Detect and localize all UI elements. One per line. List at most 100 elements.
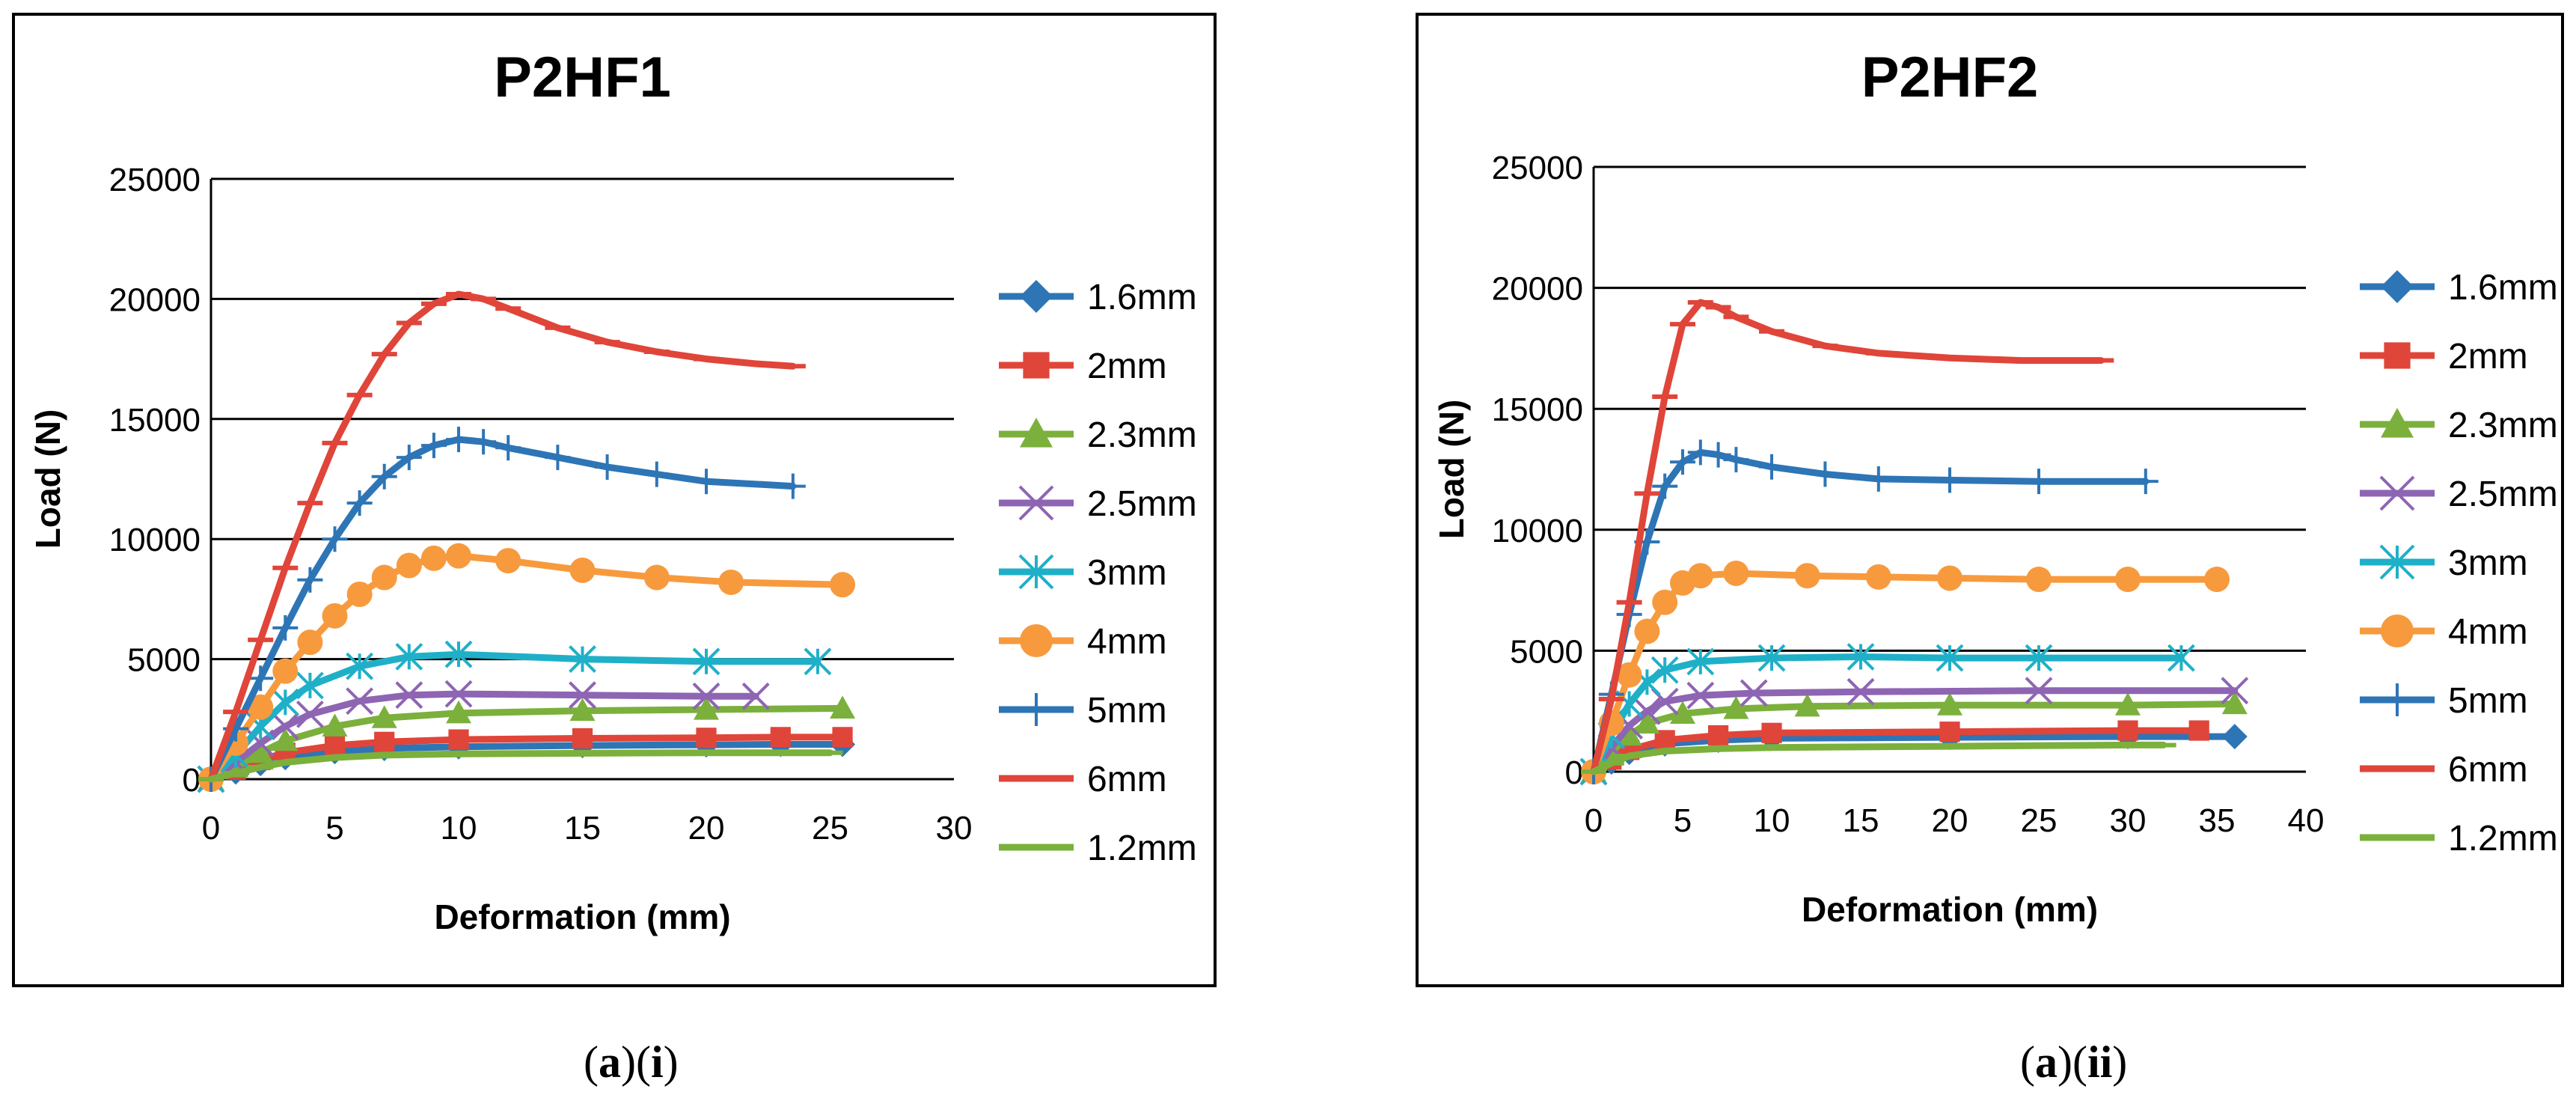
data-point-4mm-10 [1937, 565, 1962, 591]
data-point-5mm-6 [346, 490, 373, 516]
data-point-3mm-8 [1936, 644, 1964, 672]
data-point-2-3mm-6 [446, 700, 471, 724]
legend-item-2mm: 2mm [2360, 337, 2528, 376]
y-tick-label-10000: 10000 [109, 522, 201, 558]
data-point-2-3mm-5 [1723, 695, 1749, 719]
data-point-2-3mm-6 [1794, 693, 1820, 717]
x-tick-label-40: 40 [2288, 802, 2325, 839]
legend-item-4mm: 4mm [999, 622, 1167, 662]
x-axis-title: Deformation (mm) [434, 897, 730, 936]
y-tick-label-5000: 5000 [127, 642, 201, 679]
data-point-4mm-2 [1616, 662, 1642, 688]
x-axis-title: Deformation (mm) [1802, 890, 2098, 929]
data-point-2-5mm-6 [395, 681, 423, 710]
x-tick-label-5: 5 [1674, 802, 1692, 839]
series-6mm [1581, 299, 2114, 775]
data-point-4mm-3 [1634, 618, 1660, 644]
data-point-2-5mm-10 [741, 682, 770, 710]
chart-p2hf2: P2HF2 0 5000 10000 15000 20000 25000 0 5 10 15 20 25… [1432, 46, 2558, 929]
data-point-5mm-5 [1670, 449, 1695, 475]
x-tick-label-10: 10 [1754, 802, 1790, 839]
legend-label-4mm: 4mm [1087, 622, 1167, 662]
data-point-2mm-8 [696, 728, 717, 748]
data-point-3mm-8 [569, 645, 596, 674]
legend-item-1-2mm: 1.2mm [2360, 819, 2558, 859]
legend-label-2mm: 2mm [2448, 337, 2528, 376]
data-point-2mm-9 [770, 727, 791, 748]
series-line-2-3mm [207, 704, 846, 783]
data-point-3mm-9 [692, 647, 721, 676]
legend-item-3mm: 3mm [999, 553, 1167, 593]
data-point-2-3mm-4 [322, 713, 348, 737]
legend-label-2-5mm: 2.5mm [1087, 484, 1197, 524]
series-line-4mm [207, 552, 846, 783]
data-point-5mm-11 [1865, 466, 1891, 492]
legend-marker-1-6mm [1020, 280, 1053, 313]
data-point-5mm-10 [446, 427, 471, 453]
data-point-4mm-9 [420, 545, 447, 571]
legend-marker-5mm [1020, 693, 1053, 726]
data-point-5mm-8 [396, 445, 422, 471]
data-point-4mm-14 [718, 569, 744, 595]
legend-label-6mm: 6mm [2448, 750, 2528, 790]
legend-marker-3mm [1018, 554, 1054, 590]
data-point-5mm-7 [1705, 442, 1731, 468]
legend-marker-2-3mm [1020, 418, 1053, 448]
legend-label-2-3mm: 2.3mm [2448, 406, 2558, 445]
x-tick-label-20: 20 [688, 810, 725, 847]
legend-item-6mm: 6mm [999, 760, 1167, 799]
data-point-4mm-7 [371, 564, 397, 591]
legend-item-5mm: 5mm [999, 691, 1167, 731]
y-tick-label-15000: 15000 [1492, 391, 1583, 428]
x-tick-label-35: 35 [2199, 802, 2236, 839]
chart-panel-p2hf1: P2HF1 0 5000 10000 15000 20000 25000 0 5 10 15 20 25… [12, 13, 1217, 987]
data-point-5mm-12 [1937, 467, 1962, 493]
data-point-4mm-15 [830, 572, 856, 598]
data-point-4mm-6 [346, 581, 373, 607]
data-point-2-3mm-4 [1670, 701, 1695, 725]
y-tick-label-0: 0 [1565, 754, 1583, 791]
data-point-2-5mm-3 [271, 713, 299, 740]
data-point-2-3mm-7 [1937, 692, 1962, 716]
data-point-4mm-8 [396, 552, 422, 579]
data-point-5mm-6 [1687, 439, 1713, 466]
data-point-2-3mm-5 [371, 705, 397, 728]
data-point-5mm-13 [2026, 469, 2052, 495]
legend-label-2-5mm: 2.5mm [2448, 475, 2558, 514]
data-point-2-3mm-9 [830, 695, 856, 719]
legend-label-1-6mm: 1.6mm [1087, 278, 1197, 317]
data-point-3mm-4 [1650, 656, 1679, 684]
legend-item-2-3mm: 2.3mm [2360, 406, 2558, 445]
data-point-5mm-9 [420, 433, 447, 459]
legend-item-2-3mm: 2.3mm [999, 415, 1197, 455]
x-tick-label-20: 20 [1932, 802, 1968, 839]
legend-item-4mm: 4mm [2360, 612, 2528, 652]
data-point-5mm-9 [1759, 454, 1784, 480]
data-point-3mm-7 [1847, 643, 1875, 671]
data-point-2-5mm-4 [296, 700, 324, 728]
data-point-2-5mm-6 [1740, 679, 1768, 707]
legend-label-3mm: 3mm [1087, 553, 1167, 593]
data-point-2mm-5 [1761, 722, 1782, 743]
legend-label-1-2mm: 1.2mm [2448, 819, 2558, 859]
y-tick-label-15000: 15000 [109, 402, 201, 439]
chart-p2hf1: P2HF1 0 5000 10000 15000 20000 25000 0 5 10 15 20 25… [28, 46, 1197, 936]
data-point-4mm-12 [569, 557, 596, 583]
data-point-2mm-8 [2188, 720, 2209, 741]
data-point-2mm-6 [1939, 722, 1960, 742]
data-point-2-5mm-9 [692, 682, 721, 710]
data-point-4mm-4 [1652, 589, 1678, 615]
y-tick-label-25000: 25000 [109, 162, 201, 198]
series-4mm [198, 543, 856, 792]
x-tick-label-25: 25 [2021, 802, 2058, 839]
data-point-2-5mm-7 [444, 680, 473, 708]
data-point-5mm-13 [545, 445, 571, 471]
caption-a-i: (a)(i) [584, 1037, 679, 1087]
legend-item-1-6mm: 1.6mm [2360, 268, 2558, 308]
chart-title: P2HF2 [1861, 46, 2039, 109]
data-point-4mm-5 [322, 603, 348, 629]
y-tick-label-10000: 10000 [1492, 513, 1583, 549]
data-point-3mm-7 [444, 640, 473, 668]
series-line-1-2mm [1590, 741, 2167, 775]
data-point-4mm-10 [446, 543, 471, 569]
